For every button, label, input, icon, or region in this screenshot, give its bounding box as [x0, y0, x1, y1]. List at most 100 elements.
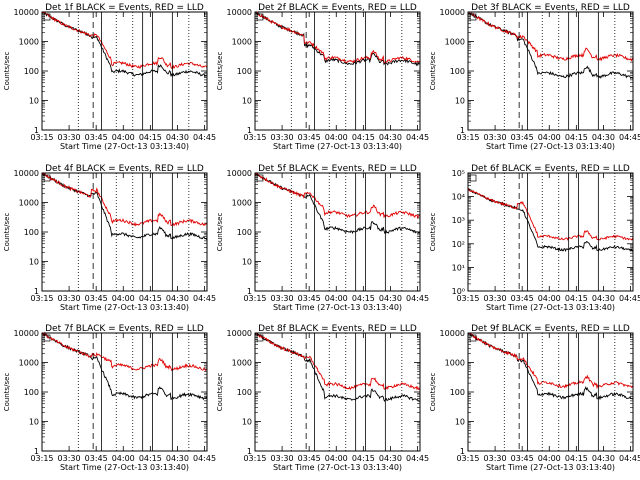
y-axis-label: Counts/sec	[216, 373, 224, 412]
panel-title: Det 8f BLACK = Events, RED = LLD	[258, 324, 417, 334]
y-tick-label: 1000	[232, 199, 252, 208]
y-axis-label: Counts/sec	[429, 213, 437, 252]
x-tick-label: 04:30	[379, 294, 402, 303]
x-tick-label: 04:15	[352, 454, 375, 463]
y-tick-label: 10²	[452, 240, 465, 249]
x-axis-label: Start Time (27-Oct-13 03:13:40)	[60, 303, 189, 312]
x-tick-label: 04:45	[193, 454, 216, 463]
x-tick-label: 03:45	[85, 133, 108, 142]
x-tick-label: 04:00	[538, 454, 561, 463]
x-tick-label: 03:45	[298, 454, 321, 463]
x-tick-label: 04:15	[139, 133, 162, 142]
y-tick-label: 10⁰	[452, 287, 465, 296]
x-tick-label: 04:30	[166, 454, 189, 463]
y-tick-label: 1	[460, 447, 465, 456]
x-tick-label: 03:15	[456, 454, 479, 463]
x-tick-label: 04:00	[112, 454, 135, 463]
panel-title: Det 5f BLACK = Events, RED = LLD	[258, 164, 417, 174]
y-tick-label: 100	[24, 67, 39, 76]
x-tick-label: 03:30	[484, 294, 507, 303]
y-tick-label: 1	[34, 287, 39, 296]
x-tick-label: 04:30	[592, 294, 615, 303]
panel-det-7: Det 7f BLACK = Events, RED = LLD 1 10 100 10…	[3, 324, 216, 472]
x-tick-label: 04:00	[325, 454, 348, 463]
y-tick-label: 10000	[14, 169, 39, 178]
y-axis-label: Counts/sec	[429, 52, 437, 91]
x-axis-label: Start Time (27-Oct-13 03:13:40)	[486, 463, 615, 472]
x-tick-label: 04:30	[379, 133, 402, 142]
y-tick-label: 1000	[445, 38, 465, 47]
x-tick-label: 03:30	[271, 294, 294, 303]
series-events	[255, 11, 421, 67]
corner-box-icon	[43, 13, 51, 21]
panel-det-3: Det 3f BLACK = Events, RED = LLD 1 10 100 10…	[429, 3, 640, 151]
plot-frame	[254, 172, 421, 292]
x-tick-label: 04:00	[325, 294, 348, 303]
corner-box-icon	[43, 334, 51, 342]
y-tick-label: 10	[242, 258, 252, 267]
y-tick-label: 1000	[19, 359, 39, 368]
corner-box-icon	[256, 334, 264, 342]
x-tick-label: 03:15	[243, 133, 266, 142]
corner-box-icon	[256, 13, 264, 21]
panel-det-4: Det 4f BLACK = Events, RED = LLD 1 10 100 10…	[3, 164, 216, 312]
x-tick-label: 03:15	[30, 133, 53, 142]
corner-box-icon	[469, 334, 477, 342]
x-tick-label: 04:30	[166, 133, 189, 142]
plot-frame	[41, 172, 208, 292]
series-lld	[254, 11, 421, 64]
x-tick-label: 03:15	[243, 454, 266, 463]
y-tick-label: 100	[450, 388, 465, 397]
x-tick-label: 03:30	[484, 454, 507, 463]
y-tick-label: 100	[237, 228, 252, 237]
x-axis-label: Start Time (27-Oct-13 03:13:40)	[60, 142, 189, 151]
corner-box-icon	[469, 174, 477, 182]
y-tick-label: 1	[460, 126, 465, 135]
x-tick-label: 03:15	[456, 133, 479, 142]
corner-box-icon	[43, 174, 51, 182]
x-tick-label: 03:30	[58, 133, 81, 142]
x-tick-label: 04:45	[406, 454, 429, 463]
y-tick-label: 1	[247, 287, 252, 296]
y-tick-label: 10000	[227, 169, 252, 178]
series-lld	[41, 11, 208, 70]
x-tick-label: 03:15	[30, 294, 53, 303]
x-tick-label: 04:15	[139, 294, 162, 303]
x-tick-label: 04:30	[379, 454, 402, 463]
panel-det-2: Det 2f BLACK = Events, RED = LLD 1 10 100 10…	[216, 3, 429, 151]
y-axis-label: Counts/sec	[216, 213, 224, 252]
panel-title: Det 4f BLACK = Events, RED = LLD	[45, 164, 204, 174]
y-tick-label: 10000	[14, 8, 39, 17]
panel-title: Det 2f BLACK = Events, RED = LLD	[258, 3, 417, 13]
x-tick-label: 04:00	[112, 294, 135, 303]
x-tick-label: 04:45	[619, 454, 640, 463]
y-tick-label: 10	[29, 97, 39, 106]
y-tick-label: 1	[34, 126, 39, 135]
x-tick-label: 03:45	[298, 294, 321, 303]
series-events	[254, 172, 421, 235]
panel-title: Det 7f BLACK = Events, RED = LLD	[45, 324, 204, 334]
series-lld	[41, 331, 208, 372]
panel-det-1: Det 1f BLACK = Events, RED = LLD 1 10 100 10…	[3, 3, 216, 151]
y-tick-label: 10	[242, 97, 252, 106]
y-tick-label: 10	[29, 418, 39, 427]
x-tick-label: 03:15	[243, 294, 266, 303]
x-tick-label: 03:15	[30, 454, 53, 463]
plot-frame	[467, 172, 634, 292]
y-axis-label: Counts/sec	[3, 213, 11, 252]
x-tick-label: 03:45	[511, 454, 534, 463]
y-axis-label: Counts/sec	[216, 52, 224, 91]
y-tick-label: 10¹	[452, 263, 465, 272]
y-tick-label: 10³	[452, 216, 465, 225]
x-tick-label: 04:45	[406, 294, 429, 303]
y-tick-label: 10000	[440, 329, 465, 338]
x-tick-label: 04:30	[592, 454, 615, 463]
y-tick-label: 10	[455, 418, 465, 427]
y-tick-label: 100	[237, 67, 252, 76]
x-tick-label: 04:00	[538, 294, 561, 303]
x-tick-label: 03:45	[85, 294, 108, 303]
y-tick-label: 1	[247, 126, 252, 135]
series-events	[254, 332, 421, 403]
series-events	[41, 11, 208, 78]
y-tick-label: 10⁴	[452, 193, 465, 202]
